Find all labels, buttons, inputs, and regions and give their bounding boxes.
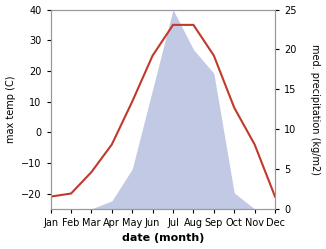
X-axis label: date (month): date (month)	[122, 234, 204, 244]
Y-axis label: max temp (C): max temp (C)	[6, 75, 16, 143]
Y-axis label: med. precipitation (kg/m2): med. precipitation (kg/m2)	[310, 44, 320, 175]
